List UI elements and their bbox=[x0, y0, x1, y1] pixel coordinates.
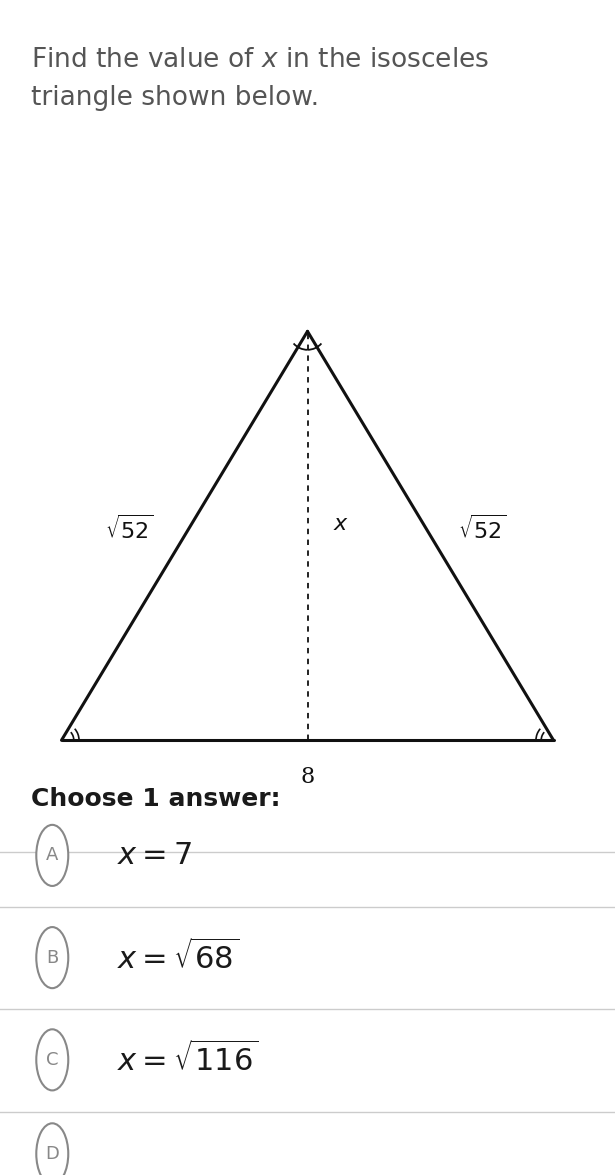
Text: $\sqrt{52}$: $\sqrt{52}$ bbox=[458, 516, 507, 544]
Text: A: A bbox=[46, 846, 58, 865]
Circle shape bbox=[36, 825, 68, 886]
Text: Choose 1 answer:: Choose 1 answer: bbox=[31, 787, 280, 811]
Text: 8: 8 bbox=[300, 766, 315, 788]
Circle shape bbox=[36, 927, 68, 988]
Circle shape bbox=[36, 1029, 68, 1090]
Text: $\sqrt{52}$: $\sqrt{52}$ bbox=[105, 516, 154, 544]
Text: $x = \sqrt{68}$: $x = \sqrt{68}$ bbox=[117, 940, 239, 975]
Text: triangle shown below.: triangle shown below. bbox=[31, 85, 319, 110]
Text: B: B bbox=[46, 948, 58, 967]
Text: $x = 7$: $x = 7$ bbox=[117, 840, 192, 871]
Text: $x = \sqrt{116}$: $x = \sqrt{116}$ bbox=[117, 1042, 258, 1077]
Circle shape bbox=[36, 1123, 68, 1175]
Text: D: D bbox=[46, 1144, 59, 1163]
Text: $x$: $x$ bbox=[333, 513, 349, 535]
Text: C: C bbox=[46, 1050, 58, 1069]
Text: Find the value of $x$ in the isosceles: Find the value of $x$ in the isosceles bbox=[31, 47, 489, 73]
